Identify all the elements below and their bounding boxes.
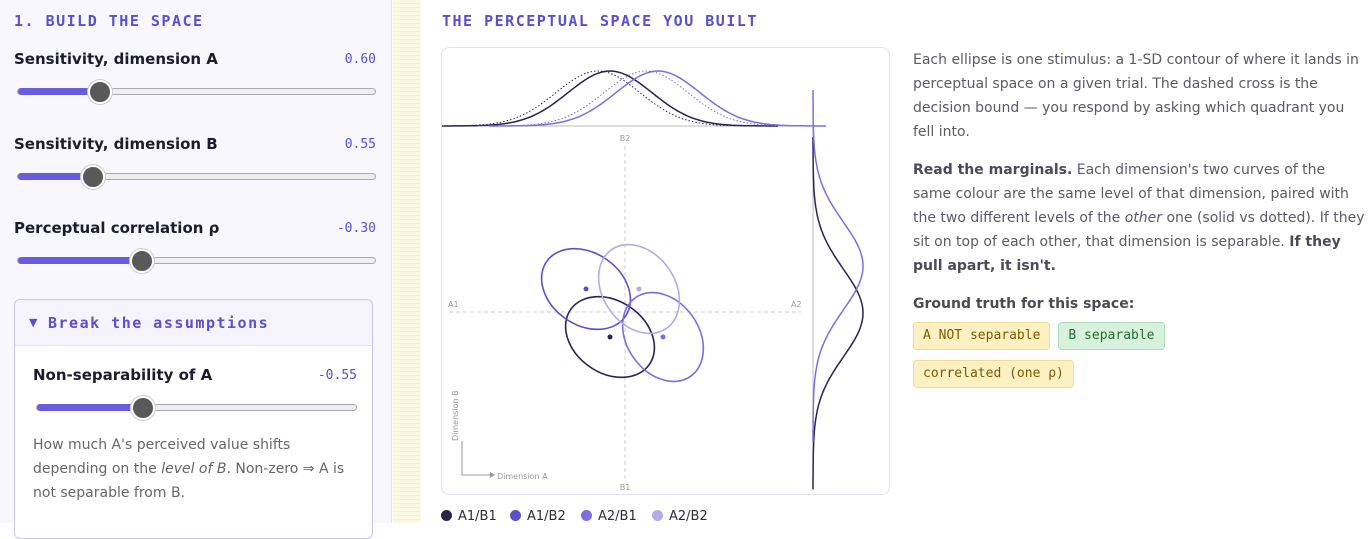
ellipse [540, 247, 632, 331]
bold: Read the marginals. [913, 162, 1073, 178]
slider[interactable]: Sensitivity, dimension A 0.60 [14, 50, 376, 104]
legend-label: A2/B1 [598, 509, 637, 524]
details-summary[interactable]: ▼ Break the assumptions [15, 300, 372, 346]
slider-value: -0.30 [336, 221, 376, 236]
marginal-curve [478, 70, 814, 127]
tag: A NOT separable [913, 322, 1051, 350]
tags: A NOT separable B separable correlated (o… [913, 322, 1365, 398]
axis-indicator [461, 441, 493, 476]
slider[interactable]: Perceptual correlation ρ -0.30 [14, 219, 376, 273]
legend-item: A2/B1 [581, 509, 637, 524]
bold: If they pull apart, it isn't. [913, 234, 1341, 274]
slider-value: 0.55 [344, 137, 376, 152]
heading: Ground truth for this space: [913, 292, 1365, 316]
slider-value: -0.55 [317, 368, 357, 383]
slider-track [17, 249, 376, 273]
description: How much A's perceived value shifts depe… [33, 433, 363, 505]
label: A2 [791, 300, 802, 309]
marginal-curve [812, 90, 864, 442]
marginal-curve [490, 70, 826, 127]
bold: Ground truth for this space: [913, 296, 1135, 312]
slider-track [17, 165, 376, 189]
marginal-curve [442, 70, 766, 127]
paragraph: Each ellipse is one stimulus: a 1-SD con… [913, 52, 1359, 140]
slider-value: 0.60 [344, 52, 376, 67]
text: Each dimension's two curves of the same … [913, 162, 1349, 226]
text: . Non-zero ⇒ A is not separable from B. [33, 461, 345, 501]
ellipse [621, 291, 705, 383]
ellipse [564, 295, 656, 379]
legend-label: A1/B1 [458, 509, 497, 524]
tag: B separable [1058, 322, 1165, 350]
slider-label: Sensitivity, dimension A [14, 50, 218, 68]
plot-svg: B2 B1 A1 A2 Dimension A Dimension B [442, 70, 864, 492]
sidebar-title: 1. BUILD THE SPACE [14, 12, 204, 30]
paragraph: Read the marginals. Each dimension's two… [913, 158, 1365, 278]
legend-label: A1/B2 [527, 509, 566, 524]
sidebar: 1. BUILD THE SPACE Sensitivity, dimensio… [0, 0, 392, 539]
label: B1 [620, 483, 631, 492]
slider[interactable]: Non-separability of A -0.55 [33, 366, 357, 420]
legend-item: A1/B1 [441, 509, 497, 524]
legend-item: A1/B2 [510, 509, 566, 524]
axis-label: Dimension B [451, 390, 460, 441]
plot: B2 B1 A1 A2 Dimension A Dimension B [441, 47, 890, 495]
axis-label: Dimension A [497, 472, 548, 481]
summary-text: Break the assumptions [48, 314, 270, 332]
label: B2 [620, 134, 631, 143]
slider[interactable]: Sensitivity, dimension B 0.55 [14, 135, 376, 189]
slider-label: Sensitivity, dimension B [14, 135, 218, 153]
legend-item: A2/B2 [652, 509, 708, 524]
details-panel: ▼ Break the assumptions Non-separability … [14, 299, 373, 539]
italic: other [1124, 210, 1162, 226]
text-italic: level of B [161, 461, 227, 477]
explanation: Each ellipse is one stimulus: a 1-SD con… [913, 48, 1365, 398]
text: How much A's perceived value shifts depe… [33, 437, 291, 477]
divider [393, 0, 421, 523]
marginal-curve [442, 70, 778, 127]
text: one (solid vs dotted). If they sit on to… [913, 210, 1365, 250]
slider-track [17, 80, 376, 104]
slider-track [36, 396, 357, 420]
tag: correlated (one ρ) [913, 360, 1074, 388]
ellipse [597, 243, 681, 335]
legend-label: A2/B2 [669, 509, 708, 524]
label: A1 [448, 300, 459, 309]
main-title: THE PERCEPTUAL SPACE YOU BUILT [442, 12, 758, 30]
slider-label: Perceptual correlation ρ [14, 219, 220, 237]
slider-label: Non-separability of A [33, 366, 213, 384]
marginal-curve [812, 137, 864, 489]
